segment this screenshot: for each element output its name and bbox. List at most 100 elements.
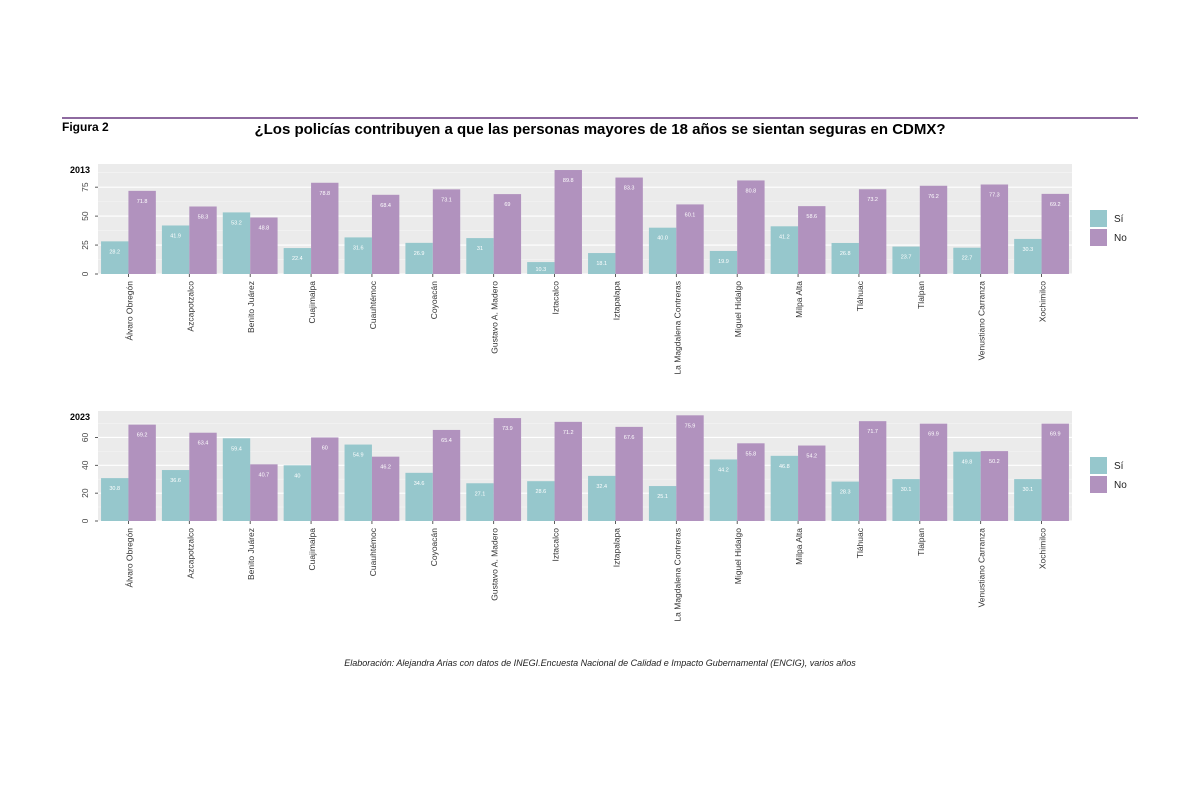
bar-si-la-magdalena-contreras [648,486,677,521]
figure-label: Figura 2 [62,120,109,134]
bar-no-gustavo-a-madero [493,194,522,274]
bar-no-cuajimalpa [311,437,339,521]
bar-si-miguel-hidalgo [709,459,738,521]
bar-si-la-magdalena-contreras [648,227,677,274]
data-label: 49.8 [962,460,973,466]
category-label-alvaro-obregon: Álvaro Obregón [124,281,134,341]
bar-si-iztacalco [527,481,555,521]
bar-no-xochimilco [1041,193,1069,274]
bar-si-venustiano-carranza [953,247,981,274]
bar-si-xochimilco [1014,238,1042,274]
bar-no-benito-juarez [250,217,278,274]
category-label-la-magdalena-contreras: La Magdalena Contreras [672,528,682,622]
data-label: 48.8 [259,225,270,231]
bar-no-cuauhtemoc [371,194,400,274]
y-tick-label: 50 [80,211,90,221]
bar-si-milpa-alta [770,455,799,521]
chart-2013: 28.2 71.8 Álvaro Obregón 41.9 58.3 Azcapotzal… [70,164,1127,375]
legend-label-no: No [1114,480,1127,491]
bar-no-tlahuac [858,189,887,274]
category-label-iztacalco: Iztacalco [551,528,561,562]
data-label: 31 [477,246,483,252]
category-label-cuajimalpa: Cuajimalpa [307,281,317,324]
data-label: 30.1 [901,487,912,493]
bar-si-benito-juarez [222,212,251,274]
bar-no-tlalpan [919,423,948,521]
y-tick-label: 0 [80,271,90,276]
data-label: 75.9 [685,423,696,429]
bar-no-azcapotzalco [189,432,217,521]
category-label-coyoacan: Coyoacán [429,281,439,320]
category-label-tlahuac: Tláhuac [855,280,865,311]
data-label: 76.2 [928,194,939,200]
data-label: 73.9 [502,426,513,432]
data-label: 54.9 [353,453,364,459]
bar-si-azcapotzalco [161,470,190,521]
category-label-cuauhtemoc: Cuauhtémoc [368,280,378,329]
category-label-xochimilco: Xochimilco [1038,281,1048,322]
bar-no-alvaro-obregon [128,424,156,521]
bar-si-cuauhtemoc [344,444,372,521]
data-label: 22.4 [292,256,303,262]
data-label: 78.8 [319,191,330,197]
category-label-tlahuac: Tláhuac [855,527,865,558]
data-label: 40.7 [259,472,270,478]
bar-si-coyoacan [405,242,433,274]
data-label: 71.7 [867,429,878,435]
legend-label-no: No [1114,233,1127,244]
bar-no-iztapalapa [615,177,643,274]
data-label: 41.9 [170,233,181,239]
category-label-alvaro-obregon: Álvaro Obregón [124,528,134,588]
bar-no-coyoacan [432,189,461,274]
bar-si-xochimilco [1014,479,1042,521]
y-tick-label: 60 [80,432,90,442]
y-tick-label: 0 [80,518,90,523]
category-label-benito-juarez: Benito Juárez [246,528,256,580]
legend-label-si: Sí [1114,214,1124,225]
bar-no-milpa-alta [798,206,826,274]
data-label: 26.8 [840,251,851,257]
data-label: 69.9 [1050,432,1061,438]
bar-si-iztapalapa [588,253,616,274]
data-label: 25.1 [657,494,668,500]
source-caption: Elaboración: Alejandra Arias con datos d… [344,658,856,668]
panel-label: 2013 [70,165,90,175]
bar-no-tlahuac [858,421,887,521]
data-label: 73.1 [441,197,452,203]
y-tick-label: 20 [80,488,90,498]
bar-si-cuajimalpa [283,465,312,521]
y-tick-label: 40 [80,460,90,470]
data-label: 27.1 [475,491,486,497]
data-label: 22.7 [962,256,973,262]
chart-2023: 30.8 69.2 Álvaro Obregón 36.6 63.4 Azcapotzal… [70,411,1127,622]
category-label-miguel-hidalgo: Miguel Hidalgo [733,528,743,584]
bar-no-milpa-alta [798,445,826,521]
category-label-venustiano-carranza: Venustiano Carranza [977,281,987,361]
data-label: 69 [504,202,510,208]
data-label: 18.1 [596,261,607,267]
data-label: 69.2 [137,433,148,439]
data-label: 83.3 [624,186,635,192]
bar-no-cuajimalpa [311,182,339,274]
bar-si-cuauhtemoc [344,237,372,274]
category-label-iztapalapa: Iztapalapa [611,528,621,567]
data-label: 31.6 [353,245,364,251]
data-label: 36.6 [170,478,181,484]
category-label-miguel-hidalgo: Miguel Hidalgo [733,281,743,337]
bar-si-benito-juarez [222,438,251,521]
category-label-coyoacan: Coyoacán [429,528,439,567]
data-label: 28.3 [840,490,851,496]
bar-no-tlalpan [919,185,948,274]
category-label-cuajimalpa: Cuajimalpa [307,528,317,571]
data-label: 34.6 [414,481,425,487]
data-label: 30.3 [1023,247,1034,253]
data-label: 67.6 [624,435,635,441]
top-rule [62,117,1138,119]
data-label: 23.7 [901,255,912,261]
y-tick-label: 25 [80,240,90,250]
bar-si-gustavo-a-madero [466,238,494,274]
panel-label: 2023 [70,412,90,422]
data-label: 46.8 [779,464,790,470]
bar-si-tlalpan [892,479,920,521]
bar-si-coyoacan [405,472,433,521]
